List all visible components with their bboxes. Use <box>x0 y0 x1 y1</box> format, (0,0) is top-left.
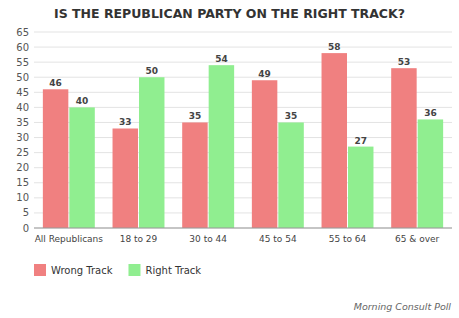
y-tick-label: 65 <box>16 27 29 38</box>
data-label: 35 <box>189 111 202 121</box>
grid-line <box>34 167 452 168</box>
y-tick-label: 10 <box>16 192 29 203</box>
x-tick-label: 65 & over <box>395 234 440 244</box>
grid <box>34 32 452 228</box>
y-tick-label: 5 <box>23 207 29 218</box>
data-labels: 46 33 35 49 58 53 40 50 54 35 27 36 <box>49 42 436 145</box>
data-label: 35 <box>285 111 298 121</box>
data-label: 40 <box>76 96 89 106</box>
legend-label: Wrong Track <box>51 265 113 276</box>
bars <box>43 53 443 228</box>
bar <box>348 147 373 228</box>
data-label: 27 <box>354 136 367 146</box>
x-axis-line <box>34 228 452 229</box>
y-axis: 0 5 10 15 20 25 30 35 40 45 50 55 60 65 <box>16 27 29 234</box>
y-tick-label: 15 <box>16 177 29 188</box>
y-tick-label: 40 <box>16 102 29 113</box>
bar <box>278 122 303 228</box>
source: Morning Consult Poll <box>354 301 452 312</box>
x-tick-label: 30 to 44 <box>189 234 227 244</box>
grid-line <box>34 228 452 229</box>
grid-line <box>34 62 452 63</box>
x-tick-label: 18 to 29 <box>120 234 158 244</box>
legend-swatch <box>34 264 46 276</box>
bar <box>252 80 277 228</box>
bar <box>139 77 164 228</box>
grid-line <box>34 92 452 93</box>
title: IS THE REPUBLICAN PARTY ON THE RIGHT TRA… <box>54 6 405 21</box>
data-label: 46 <box>49 78 62 88</box>
bar <box>43 89 68 228</box>
y-tick-label: 60 <box>16 42 29 53</box>
bar <box>113 128 138 228</box>
data-label: 53 <box>398 57 411 67</box>
grid-line <box>34 122 452 123</box>
grid-line <box>34 182 452 183</box>
x-tick-label: 45 to 54 <box>259 234 297 244</box>
y-tick-label: 50 <box>16 72 29 83</box>
y-tick-label: 55 <box>16 57 29 68</box>
grid-line <box>34 107 452 108</box>
data-label: 54 <box>215 54 228 64</box>
y-tick-label: 25 <box>16 147 29 158</box>
bar <box>391 68 416 228</box>
y-tick-label: 45 <box>16 87 29 98</box>
data-label: 49 <box>258 69 271 79</box>
bar <box>69 107 94 228</box>
bar <box>322 53 347 228</box>
grid-line <box>34 197 452 198</box>
legend-label: Right Track <box>145 265 201 276</box>
data-label: 58 <box>328 42 341 52</box>
y-tick-label: 30 <box>16 132 29 143</box>
y-tick-label: 35 <box>16 117 29 128</box>
grid-line <box>34 47 452 48</box>
grid-line <box>34 137 452 138</box>
bar <box>418 119 443 228</box>
bar <box>182 122 207 228</box>
x-tick-label: All Republicans <box>35 234 104 244</box>
data-label: 36 <box>424 108 437 118</box>
bar <box>209 65 234 228</box>
grid-line <box>34 152 452 153</box>
x-tick-label: 55 to 64 <box>329 234 367 244</box>
legend-swatch <box>128 264 140 276</box>
grid-line <box>34 212 452 213</box>
x-axis: All Republicans 18 to 29 30 to 44 45 to 54 5… <box>34 228 452 244</box>
y-tick-label: 0 <box>23 223 29 234</box>
legend: Wrong Track Right Track <box>34 264 201 276</box>
chart: IS THE REPUBLICAN PARTY ON THE RIGHT TRA… <box>0 0 459 318</box>
data-label: 33 <box>119 117 132 127</box>
grid-line <box>34 32 452 33</box>
grid-line <box>34 77 452 78</box>
data-label: 50 <box>145 66 158 76</box>
y-tick-label: 20 <box>16 162 29 173</box>
